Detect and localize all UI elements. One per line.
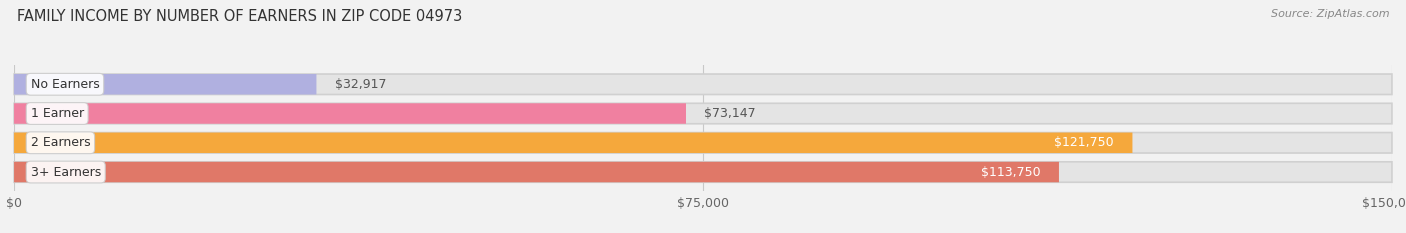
FancyBboxPatch shape: [14, 162, 1392, 182]
Text: FAMILY INCOME BY NUMBER OF EARNERS IN ZIP CODE 04973: FAMILY INCOME BY NUMBER OF EARNERS IN ZI…: [17, 9, 463, 24]
FancyBboxPatch shape: [14, 74, 316, 95]
Text: 3+ Earners: 3+ Earners: [31, 165, 101, 178]
FancyBboxPatch shape: [14, 162, 1059, 182]
Text: $121,750: $121,750: [1054, 136, 1114, 149]
FancyBboxPatch shape: [14, 103, 1392, 124]
Text: No Earners: No Earners: [31, 78, 100, 91]
FancyBboxPatch shape: [14, 133, 1132, 153]
Text: $32,917: $32,917: [335, 78, 387, 91]
Text: 2 Earners: 2 Earners: [31, 136, 90, 149]
Text: $73,147: $73,147: [704, 107, 756, 120]
Text: $113,750: $113,750: [981, 165, 1040, 178]
FancyBboxPatch shape: [14, 74, 1392, 95]
FancyBboxPatch shape: [14, 103, 686, 124]
FancyBboxPatch shape: [14, 133, 1392, 153]
Text: 1 Earner: 1 Earner: [31, 107, 84, 120]
Text: Source: ZipAtlas.com: Source: ZipAtlas.com: [1271, 9, 1389, 19]
